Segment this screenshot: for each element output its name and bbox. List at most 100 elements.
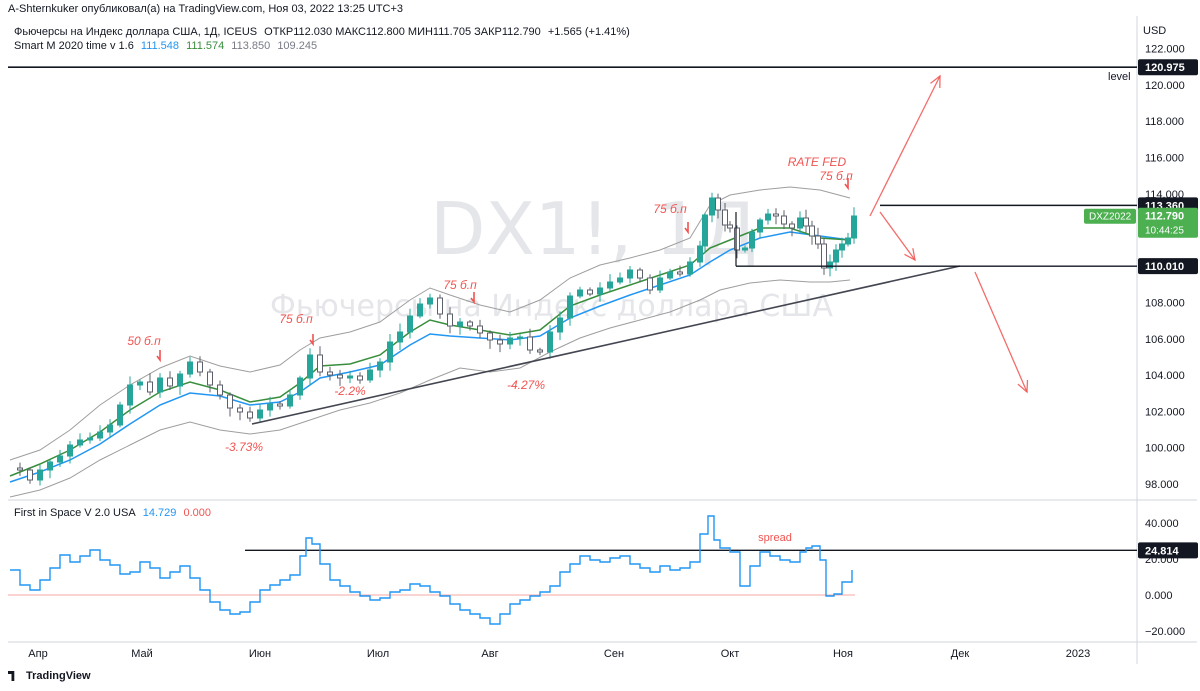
change-value: +1.565 (+1.41%): [547, 26, 630, 38]
candle-body: [387, 341, 393, 363]
candle-body: [37, 469, 43, 481]
candle-body: [147, 381, 153, 393]
y-tick-label: 118.000: [1145, 116, 1184, 128]
candle-body: [827, 261, 833, 269]
projection-arrow-down-short: [879, 211, 916, 261]
rate-hike-marker-icon: [684, 222, 689, 235]
level-text-label: level: [1108, 71, 1131, 83]
candle-body: [789, 223, 795, 229]
rate-hike-marker-icon: [156, 350, 161, 363]
envelope-lower-line: [9, 279, 851, 498]
candle-body: [397, 331, 403, 343]
instrument-title: Фьючерсы на Индекс доллара США, 1Д, ICEU…: [14, 26, 258, 38]
candle-body: [157, 377, 163, 393]
ema-blue-line: [9, 231, 851, 483]
projection-arrow-up: [869, 75, 941, 217]
candle-body: [407, 315, 413, 333]
oscillator-line: [10, 515, 853, 625]
x-tick-label: Окт: [721, 648, 740, 660]
annotation-75bp-sep: 75 б.п: [653, 202, 687, 216]
candle-body: [537, 349, 543, 353]
instrument-header: Фьючерсы на Индекс доллара США, 1Д, ICEU…: [14, 26, 634, 38]
osc-header: First in Space V 2.0 USA 14.729 0.000: [14, 507, 215, 519]
annotation-drop-427: -4.27%: [507, 378, 545, 392]
candle-body: [277, 403, 283, 407]
candle-body: [617, 277, 623, 283]
candle-body: [677, 271, 683, 275]
candle-body: [749, 231, 755, 249]
candle-body: [727, 224, 733, 229]
annotation-drop-22: -2.2%: [334, 384, 366, 398]
candle-body: [715, 197, 721, 211]
candle-body: [702, 214, 708, 247]
annotation-rate-fed: RATE FED: [788, 155, 847, 169]
candle-body: [839, 243, 845, 251]
ohlc-values: ОТКР112.030 МАКС112.800 МИН111.705 ЗАКР1…: [264, 26, 541, 38]
projection-arrow-down-long: [974, 271, 1028, 393]
y-tick-label: 102.000: [1145, 406, 1185, 418]
candle-body: [97, 431, 103, 439]
indicator-name: Smart M 2020 time v 1.6: [14, 40, 134, 52]
candle-body: [809, 225, 815, 237]
tradingview-logo-icon: [8, 671, 15, 681]
candle-body: [709, 197, 715, 216]
candle-body: [337, 374, 343, 379]
candle-body: [697, 245, 703, 263]
candle-body: [137, 381, 143, 386]
x-tick-label: Июл: [367, 648, 389, 660]
candle-body: [27, 469, 33, 481]
candle-body: [507, 337, 513, 345]
candle-body: [217, 384, 223, 396]
candle-body: [803, 217, 809, 227]
candle-body: [17, 467, 23, 471]
candle-body: [833, 249, 839, 263]
x-tick-label: Авг: [481, 648, 498, 660]
projection-arrow-down-long-head: [1017, 379, 1029, 394]
x-tick-label: Дек: [951, 648, 970, 660]
candle-body: [687, 261, 693, 275]
candle-body: [247, 411, 253, 419]
x-tick-label: 2023: [1066, 648, 1090, 660]
brand-text: TradingView: [26, 670, 91, 682]
candle-body: [367, 369, 373, 381]
candle-body: [447, 313, 453, 327]
candle-body: [781, 215, 787, 225]
candle-body: [742, 247, 748, 251]
y-tick-label: 122.000: [1145, 44, 1185, 56]
indicator-header: Smart M 2020 time v 1.6 111.548 111.574 …: [14, 40, 321, 52]
candle-body: [487, 332, 493, 341]
candle-body: [87, 437, 93, 441]
price-label-120975: 120.975: [1145, 62, 1185, 74]
osc-y-tick-label: 0.000: [1145, 590, 1173, 602]
candle-body: [177, 373, 183, 387]
candle-body: [577, 289, 583, 297]
publisher-line: A-Shternkuker опубликовал(а) на TradingV…: [8, 3, 404, 15]
candle-body: [547, 331, 553, 353]
projection-arrow-up-head: [930, 74, 941, 89]
x-tick-label: Апр: [28, 648, 47, 660]
trendline-support: [251, 265, 961, 425]
candle-body: [227, 394, 233, 409]
annotation-spread: spread: [758, 532, 792, 544]
watermark-description: Фьючерсы на Индекс доллара США: [270, 289, 833, 324]
annotation-50bp: 50 б.п: [127, 334, 161, 348]
x-tick-label: Сен: [604, 648, 624, 660]
osc-value-0: 14.729: [142, 507, 177, 519]
osc-level-label-bg: [1138, 542, 1198, 559]
rate-hike-marker-icon: [844, 178, 849, 191]
y-tick-label: 100.000: [1145, 443, 1185, 455]
candle-body: [647, 277, 653, 291]
x-tick-label: Июн: [249, 648, 271, 660]
candle-body: [187, 361, 193, 375]
last-price-bg: [1138, 207, 1198, 238]
annotation-75bp-nov: 75 б.п: [819, 169, 853, 183]
annotation-drop-373: -3.73%: [225, 440, 263, 454]
indicator-value-0: 111.548: [140, 40, 180, 52]
price-label-120975-bg: [1138, 59, 1198, 76]
candle-body: [607, 281, 613, 289]
candle-body: [587, 289, 593, 295]
candle-body: [127, 384, 133, 406]
candle-body: [347, 375, 353, 379]
osc-level-label: 24.814: [1145, 545, 1180, 557]
